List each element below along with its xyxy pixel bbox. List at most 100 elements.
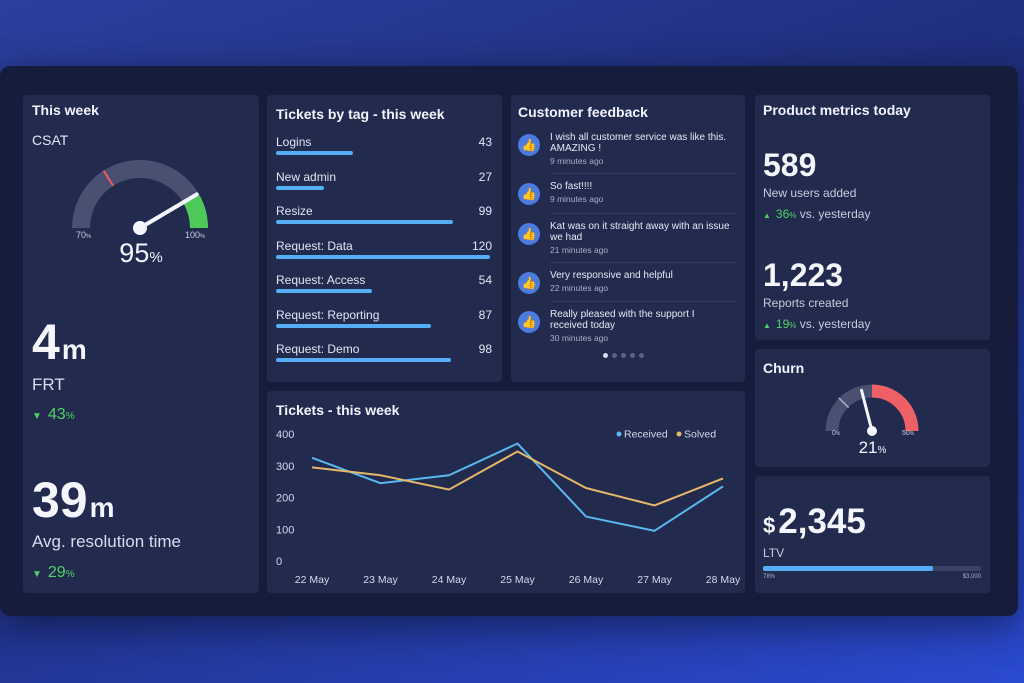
churn-gauge [825, 384, 919, 436]
tag-row: Request: Reporting 87 [276, 308, 492, 332]
feedback-divider [550, 213, 736, 214]
ltv-target-label: $3,000 [962, 574, 981, 580]
feedback-text: Kat was on it straight away with an issu… [550, 221, 730, 243]
x-tick-label: 23 May [363, 574, 398, 586]
feedback-text: Very responsive and helpful [550, 270, 673, 281]
ltv-label: LTV [763, 546, 785, 560]
legend-marker [616, 431, 622, 437]
churn-bad-range [871, 384, 919, 432]
y-tick-label: 200 [276, 493, 294, 505]
churn-threshold-tick [838, 397, 850, 409]
tag-bar [276, 289, 373, 293]
x-tick-label: 27 May [637, 574, 672, 586]
feedback-divider [550, 262, 736, 263]
y-tick-label: 100 [276, 524, 294, 536]
this-week-card: This week CSAT 70% 100% 95% 4m FRT ▼ 43% … [23, 95, 259, 593]
csat-value: 95% [119, 238, 163, 268]
arrow-down-icon: ▼ [32, 411, 42, 422]
x-tick-label: 28 May [706, 574, 741, 586]
x-tick-label: 24 May [432, 574, 467, 586]
churn-min-label: 0% [832, 430, 841, 437]
churn-needle [860, 388, 874, 433]
csat-gauge [72, 160, 208, 235]
y-tick-label: 400 [276, 429, 294, 441]
pagination-dot[interactable] [639, 353, 644, 358]
x-tick-label: 25 May [500, 574, 535, 586]
pagination-dot[interactable] [621, 353, 626, 358]
tag-label: Request: Access [276, 273, 366, 287]
tag-count: 99 [478, 204, 492, 218]
feedback-divider [550, 301, 736, 302]
feedback-time: 22 minutes ago [550, 283, 609, 293]
y-tick-label: 300 [276, 461, 294, 473]
tag-bar [276, 358, 451, 362]
new-users-value: 589 [763, 147, 817, 183]
this-week-title: This week [32, 102, 99, 118]
pagination-dot[interactable] [630, 353, 635, 358]
churn-value: 21% [858, 438, 887, 457]
tag-row: Request: Demo 98 [276, 342, 492, 366]
feedback-text: So fast!!!! [550, 181, 593, 192]
feedback-text: Really pleased with the support I receiv… [550, 309, 695, 331]
reports-label: Reports created [763, 296, 849, 310]
thumbs-up-icon: 👍 [518, 272, 540, 294]
feedback-time: 9 minutes ago [550, 194, 604, 204]
legend-label: Solved [684, 429, 716, 441]
feedback-time: 21 minutes ago [550, 245, 609, 255]
tag-row: Request: Data 120 [276, 239, 492, 263]
ltv-progress-label: 78% [763, 574, 776, 580]
product-metrics-title: Product metrics today [763, 102, 911, 118]
feedback-pagination[interactable] [603, 353, 663, 359]
customer-feedback-title: Customer feedback [518, 104, 648, 120]
tag-bar [276, 220, 453, 224]
frt-change: ▼ 43% [32, 406, 75, 423]
pagination-dot[interactable] [612, 353, 617, 358]
ltv-card: $2,345 LTV 78% $3,000 [755, 476, 990, 593]
frt-label: FRT [32, 375, 65, 394]
tag-row: Resize 99 [276, 204, 492, 228]
churn-needle-hub [867, 426, 877, 436]
tag-row: Request: Access 54 [276, 273, 492, 297]
csat-threshold-tick [102, 170, 115, 187]
tag-label: Request: Demo [276, 342, 360, 356]
y-tick-label: 0 [276, 556, 282, 568]
tag-bar [276, 323, 432, 328]
series-line-received [311, 442, 724, 532]
reports-value: 1,223 [763, 257, 844, 293]
tag-row: Logins 43 [276, 135, 492, 159]
tickets-line-chart: 0 100 200 300 400 22 May 23 May 24 May 25 May 26 … [276, 429, 741, 587]
arrow-up-icon: ▲ [763, 211, 771, 220]
tickets-by-tag-card: Tickets by tag - this week Logins 43 New a… [267, 95, 502, 382]
dashboard-frame: This week CSAT 70% 100% 95% 4m FRT ▼ 43% … [0, 66, 1018, 616]
legend-label: Received [624, 429, 668, 441]
ltv-progress-track [763, 566, 981, 571]
tag-count: 43 [478, 135, 492, 149]
customer-feedback-card: Customer feedback 👍 I wish all customer s… [511, 95, 745, 382]
new-users-change: ▲ 36% vs. yesterday [763, 207, 871, 221]
x-tick-label: 26 May [569, 574, 604, 586]
frt-value: 4m [32, 314, 87, 370]
tag-row: New admin 27 [276, 170, 492, 194]
legend-marker [676, 431, 682, 437]
csat-min-label: 70% [76, 230, 92, 240]
tag-bar [276, 254, 490, 259]
churn-max-label: 50% [902, 430, 915, 437]
tickets-chart-card: Tickets - this week 0 100 200 300 400 22 May 2… [267, 391, 745, 593]
thumbs-up-icon: 👍 [518, 134, 540, 156]
tag-label: Logins [276, 135, 312, 149]
tag-count: 87 [478, 307, 492, 322]
pagination-dot[interactable] [603, 353, 608, 358]
churn-title: Churn [763, 360, 805, 376]
thumbs-up-icon: 👍 [518, 311, 540, 333]
csat-good-range [183, 195, 208, 229]
tag-count: 27 [478, 169, 492, 184]
csat-needle [138, 192, 199, 230]
tag-label: Request: Data [276, 238, 353, 253]
ltv-progress-fill [763, 566, 934, 571]
arrow-down-icon: ▼ [32, 569, 42, 580]
new-users-label: New users added [763, 186, 857, 200]
tag-count: 98 [478, 342, 492, 356]
tag-count: 120 [471, 238, 492, 253]
resolution-value: 39m [32, 472, 115, 528]
tag-count: 54 [478, 273, 492, 287]
